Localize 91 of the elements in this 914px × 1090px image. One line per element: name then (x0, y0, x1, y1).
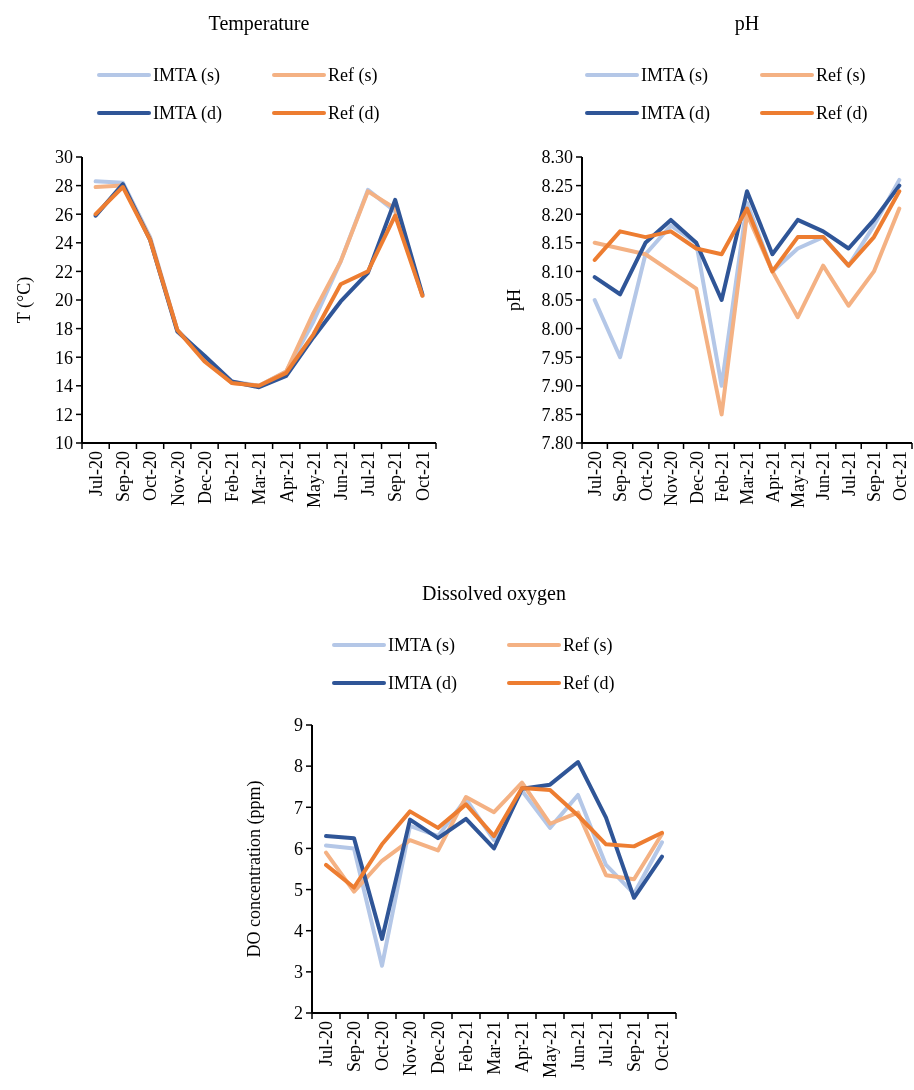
legend-label: IMTA (d) (641, 103, 711, 124)
y-tick-label: 14 (55, 376, 73, 397)
x-tick-label: May-21 (540, 1021, 561, 1078)
legend-label: Ref (d) (563, 673, 615, 694)
legend-label: IMTA (d) (153, 103, 223, 124)
y-tick-label: 26 (55, 204, 73, 225)
line-series (592, 206, 902, 417)
x-tick-label: Jul-21 (358, 451, 379, 496)
x-tick-label: May-21 (303, 451, 324, 508)
legend-label: Ref (s) (816, 65, 866, 86)
y-axis-title: pH (504, 289, 524, 311)
x-tick-label: Oct-20 (635, 451, 656, 501)
y-tick-label: 28 (55, 175, 73, 196)
x-tick-label: May-21 (788, 451, 809, 508)
legend-label: Ref (s) (563, 635, 613, 656)
legend-label: IMTA (s) (388, 635, 456, 656)
y-tick-label: 8.15 (541, 233, 573, 254)
y-tick-label: 8.10 (541, 261, 573, 282)
x-tick-label: Mar-21 (737, 451, 758, 505)
x-tick-label: Sep-20 (610, 451, 631, 502)
y-tick-label: 8 (294, 756, 303, 777)
y-tick-label: 8.25 (541, 175, 573, 196)
x-tick-label: Sep-20 (344, 1021, 365, 1072)
x-tick-label: Dec-20 (194, 451, 215, 504)
line-series (324, 760, 664, 941)
y-tick-label: 6 (294, 838, 303, 859)
x-tick-label: Jul-20 (85, 451, 106, 496)
chart-title: Temperature (208, 12, 310, 35)
y-axis-title: T (°C) (14, 276, 35, 324)
x-tick-label: Feb-21 (711, 451, 732, 502)
x-tick-label: Sep-21 (864, 451, 885, 502)
legend-label: Ref (s) (328, 65, 378, 86)
y-tick-label: 7.90 (541, 376, 573, 397)
x-tick-label: Jul-21 (838, 451, 859, 496)
x-tick-label: Sep-21 (385, 451, 406, 502)
x-tick-label: Oct-21 (412, 451, 433, 501)
y-tick-label: 10 (55, 433, 73, 454)
y-tick-label: 24 (55, 233, 73, 254)
x-tick-label: Jun-21 (813, 451, 834, 500)
x-tick-label: Dec-20 (686, 451, 707, 504)
x-tick-label: Apr-21 (276, 451, 297, 503)
x-tick-label: Feb-21 (456, 1021, 477, 1072)
chart-title: pH (734, 12, 760, 35)
y-tick-label: 4 (294, 921, 303, 942)
y-tick-label: 8.00 (541, 318, 573, 339)
x-tick-label: Jul-21 (596, 1021, 617, 1066)
line-series (592, 183, 902, 302)
y-tick-label: 5 (294, 879, 303, 900)
y-tick-label: 7.85 (541, 404, 573, 425)
y-tick-label: 7 (294, 797, 303, 818)
x-tick-label: Feb-21 (222, 451, 243, 502)
x-tick-label: Oct-20 (372, 1021, 393, 1071)
y-axis-title: DO concentration (ppm) (244, 780, 265, 958)
y-tick-label: 7.80 (541, 433, 573, 454)
y-tick-label: 8.20 (541, 204, 573, 225)
x-tick-label: Oct-21 (652, 1021, 673, 1071)
x-tick-label: Jul-20 (316, 1021, 337, 1066)
x-tick-label: Jul-20 (584, 451, 605, 496)
y-tick-label: 12 (55, 404, 73, 425)
y-tick-label: 20 (55, 290, 73, 311)
x-tick-label: Jun-21 (330, 451, 351, 500)
x-tick-label: Oct-21 (889, 451, 910, 501)
y-tick-label: 8.30 (541, 147, 573, 168)
y-tick-label: 3 (294, 962, 303, 983)
x-tick-label: Nov-20 (167, 451, 188, 506)
x-tick-label: Oct-20 (140, 451, 161, 501)
x-tick-label: Jun-21 (568, 1021, 589, 1070)
line-series (592, 189, 902, 274)
y-tick-label: 22 (55, 261, 73, 282)
x-tick-label: Sep-21 (624, 1021, 645, 1072)
x-tick-label: Nov-20 (400, 1021, 421, 1076)
y-tick-label: 7.95 (541, 347, 573, 368)
legend-label: Ref (d) (816, 103, 868, 124)
y-tick-label: 8.05 (541, 290, 573, 311)
y-tick-label: 30 (55, 147, 73, 168)
y-tick-label: 9 (294, 715, 303, 736)
legend-label: IMTA (s) (641, 65, 709, 86)
legend-label: IMTA (s) (153, 65, 221, 86)
y-tick-label: 18 (55, 318, 73, 339)
x-tick-label: Mar-21 (249, 451, 270, 505)
x-tick-label: Mar-21 (484, 1021, 505, 1075)
x-tick-label: Apr-21 (512, 1021, 533, 1073)
y-tick-label: 16 (55, 347, 73, 368)
y-tick-label: 2 (294, 1003, 303, 1024)
x-tick-label: Nov-20 (661, 451, 682, 506)
x-tick-label: Dec-20 (428, 1021, 449, 1074)
legend-label: Ref (d) (328, 103, 380, 124)
legend-label: IMTA (d) (388, 673, 458, 694)
x-tick-label: Apr-21 (762, 451, 783, 503)
x-tick-label: Sep-20 (113, 451, 134, 502)
chart-title: Dissolved oxygen (422, 582, 566, 605)
